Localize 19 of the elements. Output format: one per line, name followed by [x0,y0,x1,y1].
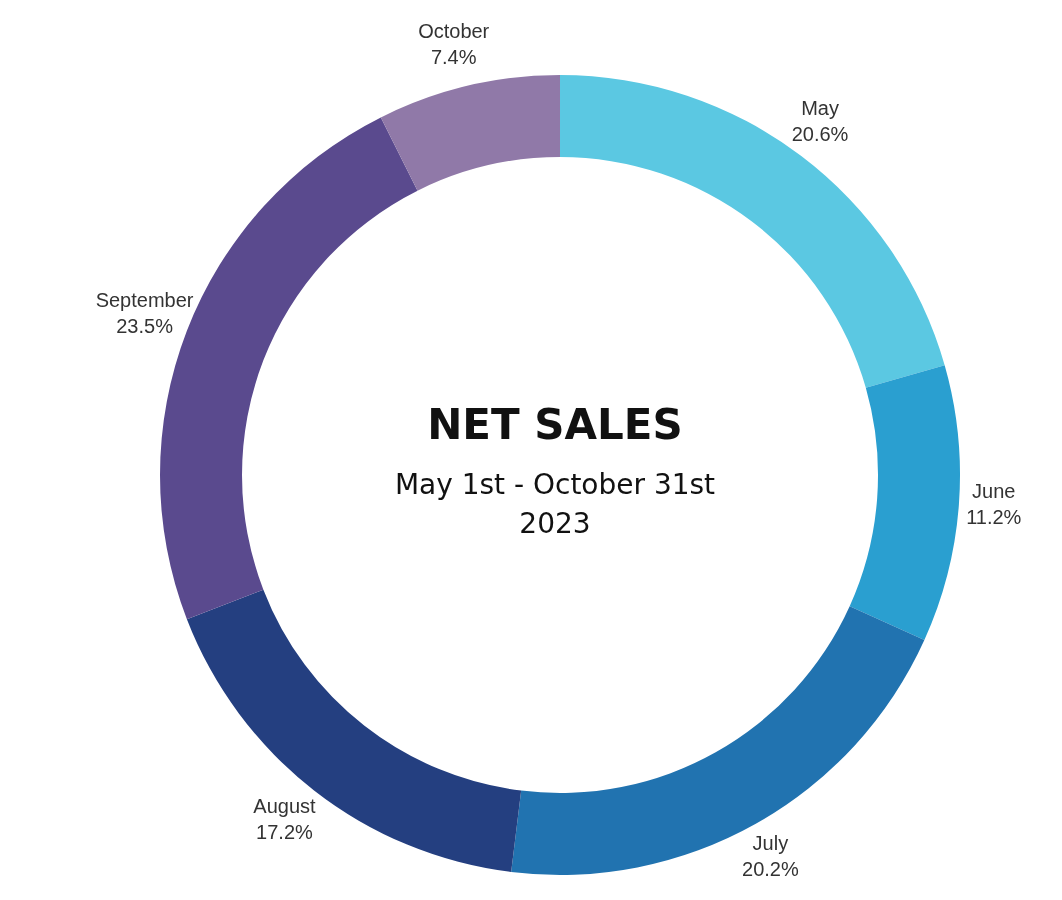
text: NET SALES [426,400,684,449]
slice-label: August [253,795,317,817]
data-label: 20.6% [791,122,849,145]
slice-label: September [95,289,194,312]
donut-slice [380,75,560,191]
data-label: 20.2% [742,857,799,880]
data-label: 7.4% [430,45,477,68]
slice-label: July [752,831,789,854]
slice-label: October [418,19,490,42]
donut-slice [511,606,925,875]
data-label: 23.5% [116,315,174,338]
slice-label: June [972,480,1016,503]
data-label: 11.2% [966,506,1022,529]
donut-slice [560,75,945,388]
slice-label: May [801,96,839,119]
donut-slice [849,365,960,641]
data-label: 17.2% [256,821,314,843]
text: May 1st - October 31st 2023 [393,467,717,543]
donut-slice [186,589,522,873]
